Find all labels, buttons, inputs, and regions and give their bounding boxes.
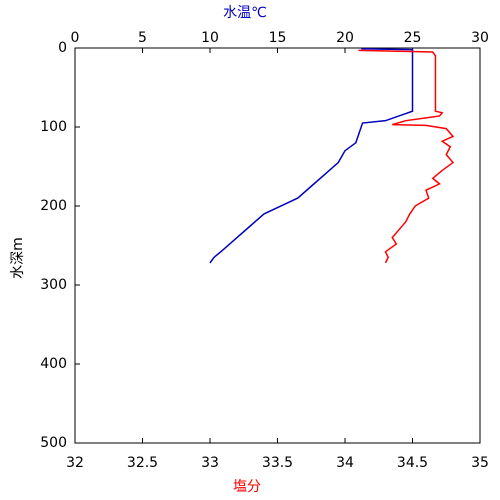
x-tick-label: 33 [201,455,219,471]
y-axis-label: 水深m [10,237,26,279]
x2-tick-label: 5 [138,30,147,46]
x2-tick-label: 15 [269,30,287,46]
x2-tick-label: 0 [71,30,80,46]
y-tick-label: 200 [40,198,67,214]
x-tick-label: 34 [336,455,354,471]
x2-tick-label: 25 [404,30,422,46]
y-tick-label: 400 [40,356,67,372]
x2-tick-label: 10 [201,30,219,46]
plot-frame [74,47,481,444]
profile-line [358,49,455,264]
y-tick-label: 500 [40,435,67,451]
x-tick-label: 35 [471,455,489,471]
profile-line [209,48,414,264]
x2-tick-label: 30 [471,30,489,46]
x-tick-label: 32 [66,455,84,471]
x-tick-label: 32.5 [127,455,158,471]
x-axis-label: 塩分 [233,479,261,495]
y-tick-label: 100 [40,119,67,135]
x2-axis-label: 水温℃ [223,5,267,21]
y-tick-label: 300 [40,277,67,293]
x-tick-label: 33.5 [262,455,293,471]
y-tick-label: 0 [58,40,67,56]
x2-tick-label: 20 [336,30,354,46]
x-tick-label: 34.5 [397,455,428,471]
